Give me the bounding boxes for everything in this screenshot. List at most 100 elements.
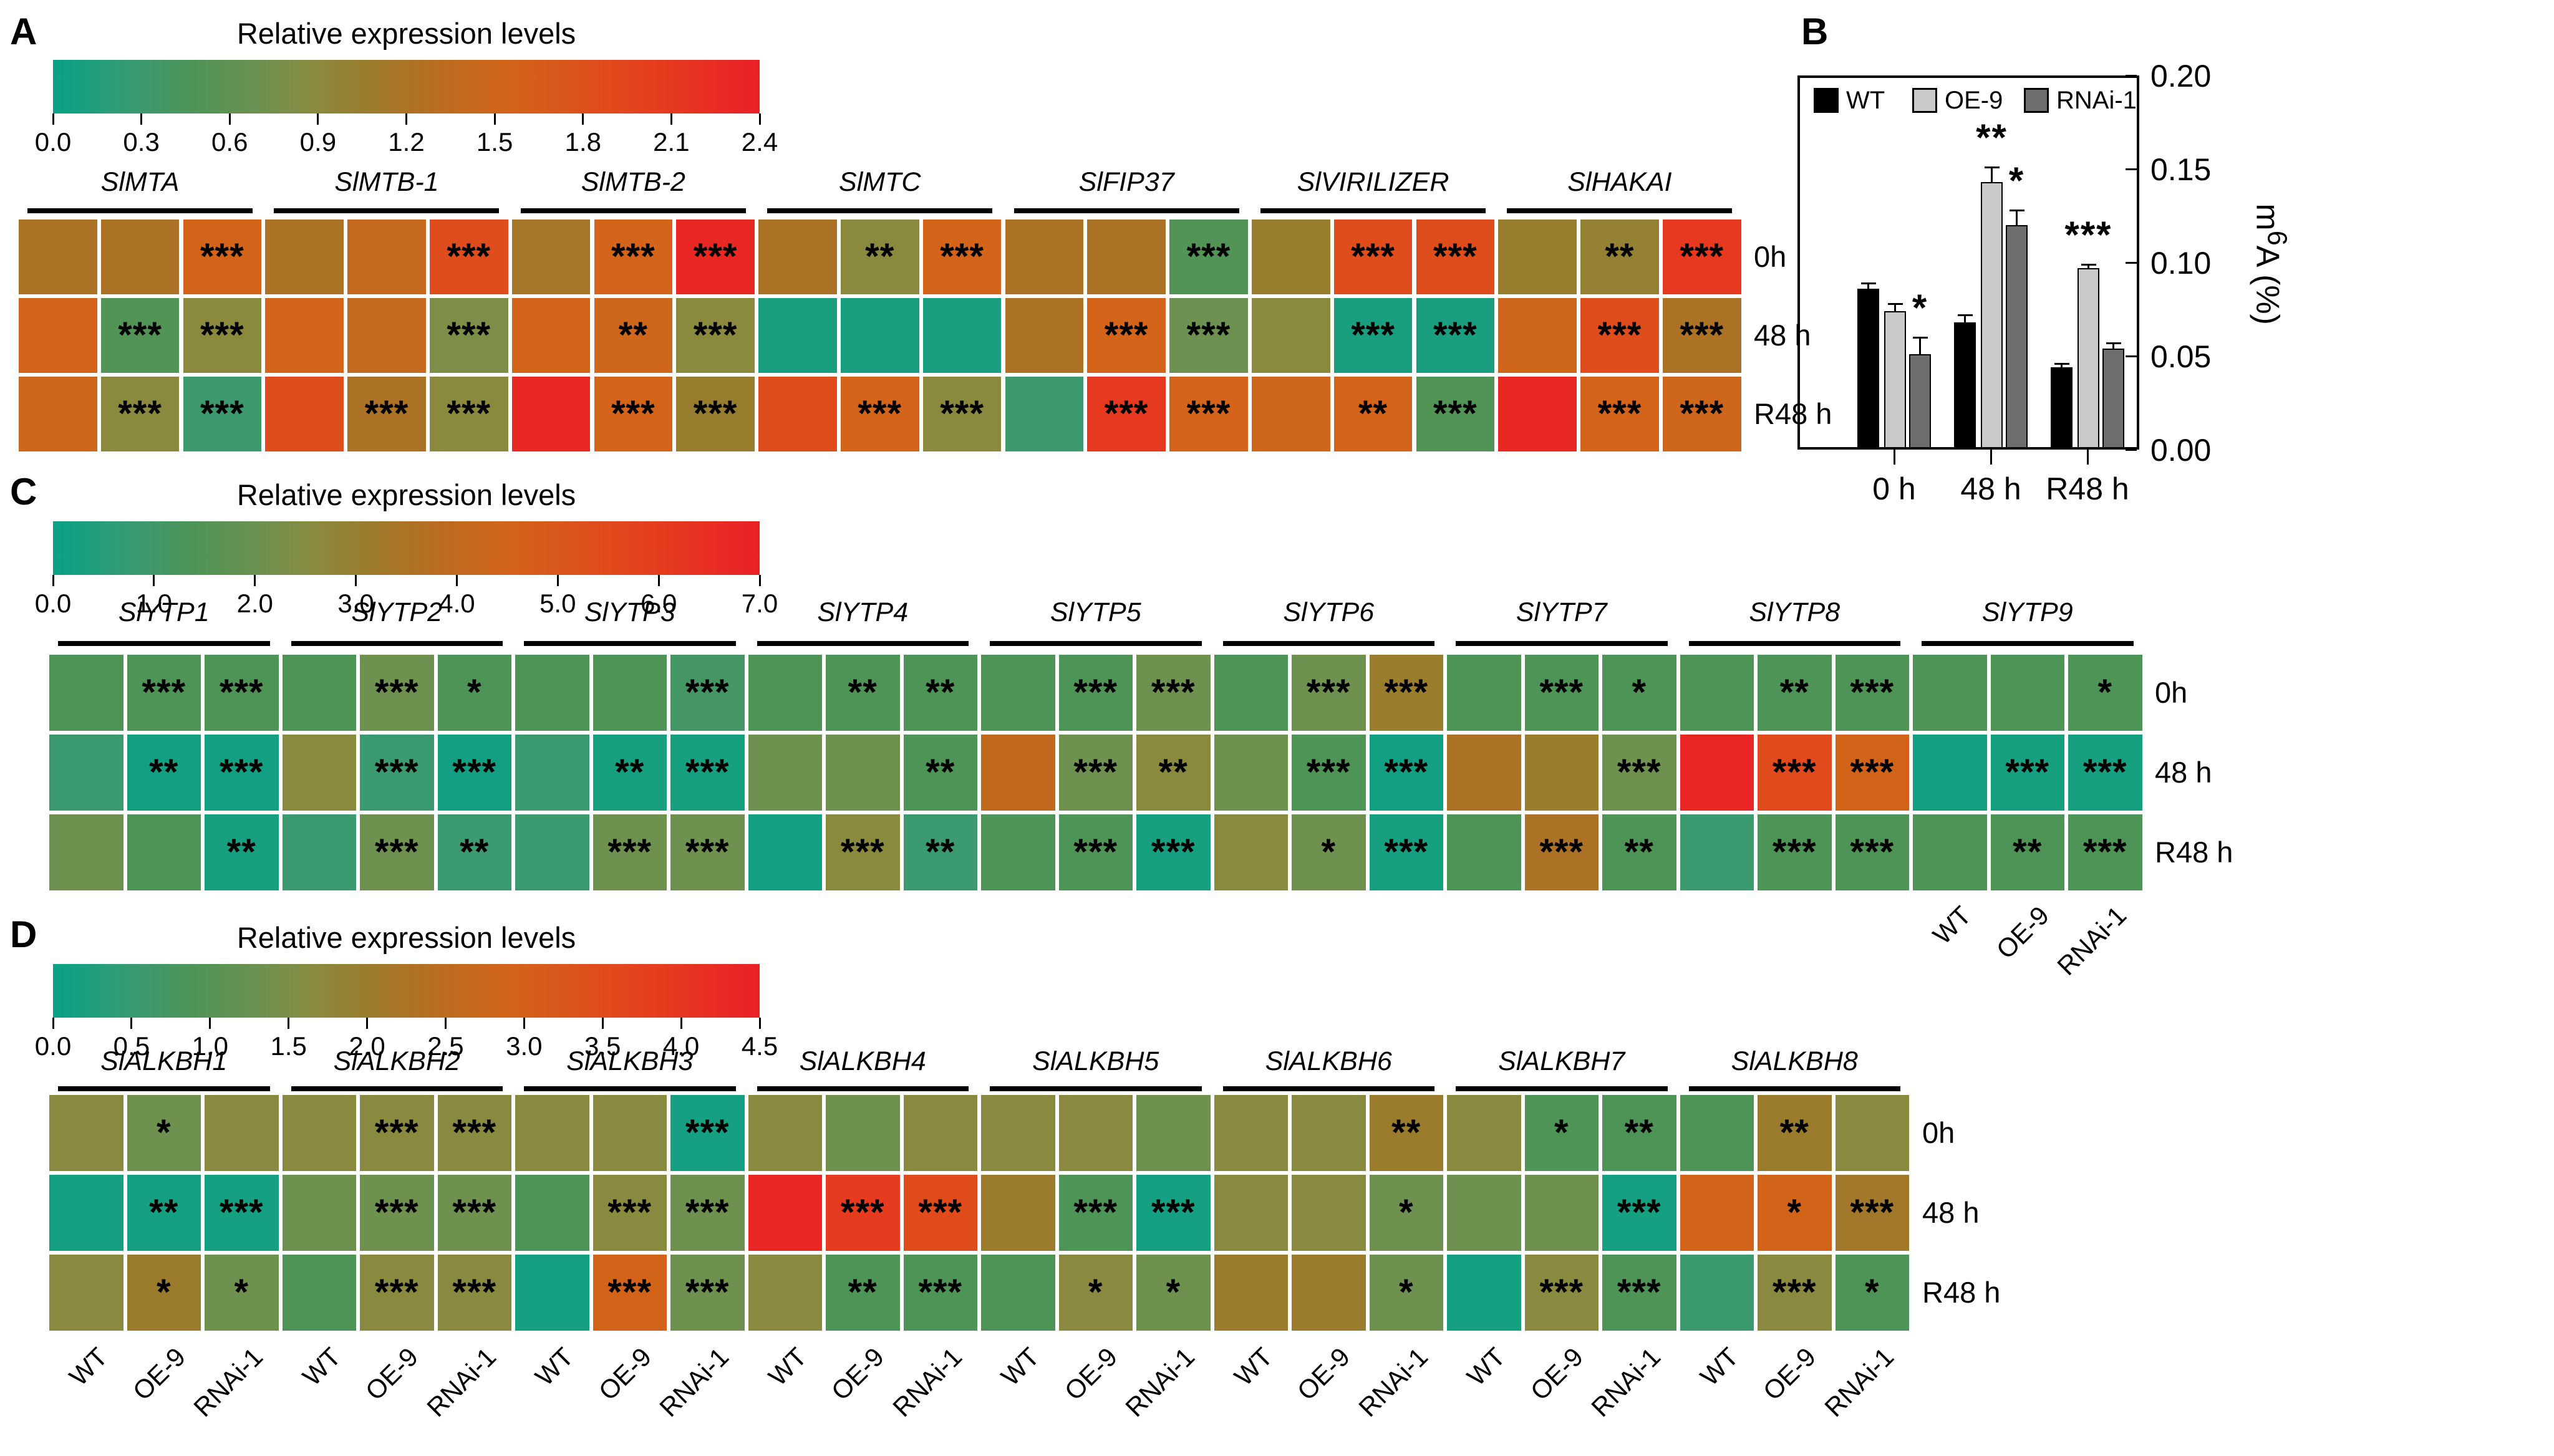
heatmap-cell [1758, 1255, 1832, 1331]
gene-underline [58, 641, 270, 646]
significance-stars: *** [1680, 315, 1724, 355]
heatmap-cell [1416, 377, 1495, 451]
significance-stars: *** [1186, 236, 1231, 277]
heatmap-cell [265, 377, 344, 451]
heatmap-cell [841, 377, 919, 451]
heatmap-cell [1005, 298, 1084, 373]
significance-stars: * [156, 1112, 172, 1153]
heatmap-cell [1136, 814, 1211, 890]
significance-stars: ** [618, 315, 648, 355]
significance-stars: *** [1104, 315, 1149, 355]
column-group-label: WT [1228, 1342, 1278, 1392]
heatmap-cell [593, 1095, 667, 1171]
significance-stars: ** [460, 832, 490, 872]
panel-c-colorbar [53, 521, 760, 575]
gene-label: SlYTP4 [817, 597, 909, 627]
significance-stars: *** [1384, 672, 1429, 713]
gene-label: SlYTP9 [1981, 597, 2073, 627]
heatmap-cell [748, 655, 822, 731]
panel-b-letter: B [1801, 11, 1829, 52]
significance-stars: *** [1539, 832, 1584, 872]
x-axis-label: R48 h [2046, 471, 2129, 506]
heatmap-cell [347, 219, 426, 294]
gene-underline [1922, 641, 2134, 646]
colorbar-tick-mark [52, 113, 54, 125]
gene-underline [757, 1086, 969, 1091]
column-group-label: WT [296, 1342, 346, 1392]
significance-stars: ** [848, 672, 878, 713]
row-label: 48 h [1754, 319, 1811, 352]
gene-label: SlFIP37 [1078, 167, 1174, 197]
significance-stars: *** [374, 832, 419, 872]
significance-stars: *** [447, 315, 491, 355]
heatmap-cell [1524, 1175, 1599, 1251]
significance-stars: *** [1151, 672, 1196, 713]
significance-stars: *** [219, 672, 264, 713]
gene-label: SlHAKAI [1567, 167, 1672, 197]
significance-stars: * [156, 1272, 172, 1313]
heatmap-cell [1369, 655, 1443, 731]
heatmap-cell [205, 735, 279, 811]
heatmap-cell [594, 219, 673, 294]
error-bar-line [2112, 343, 2114, 349]
heatmap-cell [903, 1175, 977, 1251]
column-group-label: OE-9 [1524, 1342, 1589, 1406]
colorbar-tick-label: 2.1 [653, 127, 690, 157]
colorbar-tick-mark [288, 1018, 290, 1029]
heatmap-cell [1580, 298, 1659, 373]
heatmap-cell [903, 1095, 977, 1171]
heatmap-cell [2068, 814, 2142, 890]
significance-stars: *** [1433, 393, 1478, 434]
gene-label: SlALKBH5 [1032, 1046, 1159, 1076]
heatmap-cell [360, 1095, 434, 1171]
colorbar-tick-mark [405, 113, 407, 125]
colorbar-tick-label: 0.0 [34, 127, 72, 157]
significance-stars: *** [2082, 752, 2127, 793]
gene-underline [990, 641, 1202, 646]
heatmap-cell [826, 1095, 900, 1171]
heatmap-cell [1252, 377, 1330, 451]
error-bar-cap [2081, 263, 2096, 266]
error-bar-cap [2106, 342, 2121, 344]
heatmap-cell [19, 377, 97, 451]
heatmap-cell [511, 219, 591, 294]
heatmap-cell [1214, 1175, 1288, 1251]
heatmap-cell [1990, 814, 2064, 890]
heatmap-cell [1292, 655, 1366, 731]
column-group-label: OE-9 [1990, 900, 2054, 965]
heatmap-cell [437, 1095, 511, 1171]
gene-label: SlALKBH1 [100, 1046, 228, 1076]
heatmap-cell [1369, 1255, 1443, 1331]
row-label: 0h [1754, 240, 1787, 273]
significance-stars: *** [2005, 752, 2050, 793]
significance-stars: *** [1539, 672, 1584, 713]
heatmap-cell [758, 219, 837, 294]
heatmap-cell [1913, 814, 1987, 890]
significance-stars: ** [1605, 236, 1635, 277]
column-group-label: RNAi-1 [1819, 1342, 1899, 1422]
heatmap-cell [265, 298, 344, 373]
column-group-label: WT [1461, 1342, 1511, 1392]
heatmap-cell [183, 377, 262, 451]
heatmap-cell [100, 298, 180, 373]
heatmap-cell [511, 377, 591, 451]
significance-stars: *** [2082, 832, 2127, 872]
heatmap-cell [49, 814, 123, 890]
significance-stars: ** [1391, 1112, 1421, 1153]
colorbar-tick-label: 0.0 [34, 589, 72, 618]
x-axis-tick-mark [1990, 450, 1992, 465]
heatmap-cell [1758, 1095, 1832, 1171]
gene-label: SlMTA [100, 167, 180, 197]
gene-label: SlYTP7 [1516, 597, 1607, 627]
column-group-label: RNAi-1 [2051, 900, 2132, 981]
y-axis-tick-mark [2126, 261, 2137, 264]
heatmap-cell [1524, 735, 1599, 811]
significance-stars: *** [118, 393, 162, 434]
heatmap-cell [1447, 735, 1521, 811]
significance-stars: *** [374, 1192, 419, 1233]
colorbar-tick-mark [140, 113, 143, 125]
heatmap-cell [127, 1095, 201, 1171]
heatmap-cell [1835, 735, 1909, 811]
gene-label: SlMTB-2 [581, 167, 685, 197]
